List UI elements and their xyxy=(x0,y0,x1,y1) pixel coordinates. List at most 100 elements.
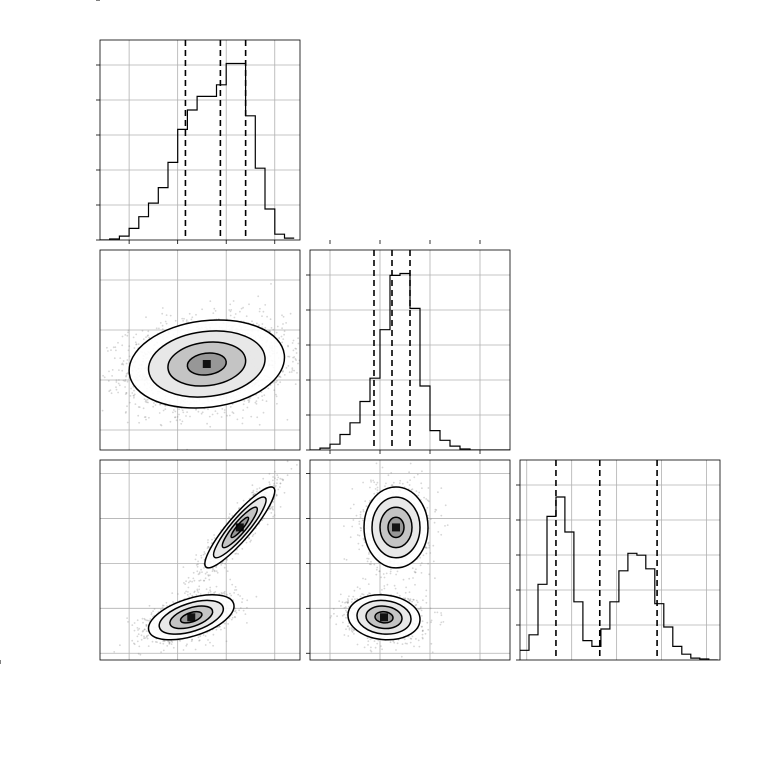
sample-point xyxy=(221,592,224,595)
sample-point xyxy=(133,347,136,349)
sample-point xyxy=(141,617,144,620)
sample-point xyxy=(215,570,218,572)
sample-point xyxy=(198,572,201,575)
sample-point xyxy=(285,322,287,324)
sample-point xyxy=(117,382,120,385)
sample-point xyxy=(234,313,237,315)
sample-point xyxy=(143,637,145,640)
sample-point xyxy=(197,410,200,413)
sample-point xyxy=(227,623,230,625)
sample-point xyxy=(114,346,117,349)
sample-point xyxy=(145,630,148,632)
sample-point xyxy=(286,418,289,421)
sample-point xyxy=(246,606,248,609)
sample-point xyxy=(268,330,270,332)
sample-point xyxy=(272,515,275,518)
sample-point xyxy=(172,411,174,414)
sample-point xyxy=(154,641,157,643)
sample-point xyxy=(174,319,177,322)
sample-point xyxy=(288,371,291,374)
sample-point xyxy=(147,401,149,404)
sample-point xyxy=(204,577,207,580)
sample-point xyxy=(182,411,185,414)
sample-point xyxy=(295,348,298,350)
sample-point xyxy=(218,625,221,628)
sample-point xyxy=(183,317,185,320)
sample-point xyxy=(256,416,259,419)
sample-point xyxy=(172,646,175,649)
sample-point xyxy=(169,420,172,423)
sample-point xyxy=(145,401,148,404)
sample-point xyxy=(261,323,264,325)
sample-point xyxy=(128,401,131,404)
sample-point xyxy=(248,303,250,306)
sample-point xyxy=(188,312,191,315)
sample-point xyxy=(290,371,293,373)
sample-point xyxy=(135,343,138,346)
sample-point xyxy=(196,588,199,591)
sample-point xyxy=(124,334,127,336)
sample-point xyxy=(215,585,218,588)
sample-point xyxy=(264,326,267,329)
sample-point xyxy=(223,411,226,414)
sample-point xyxy=(239,595,242,597)
sample-point xyxy=(302,349,304,351)
sample-point xyxy=(209,574,211,577)
sample-point xyxy=(261,315,263,317)
sample-point xyxy=(207,591,210,594)
sample-point xyxy=(91,413,93,415)
sample-point xyxy=(175,419,178,422)
sample-point xyxy=(133,643,136,646)
sample-point xyxy=(233,616,236,618)
sample-point xyxy=(283,333,285,336)
sample-point xyxy=(251,535,254,537)
sample-point xyxy=(182,649,185,651)
sample-point xyxy=(296,464,298,466)
sample-point xyxy=(255,400,258,402)
sample-point xyxy=(145,636,148,638)
sample-point xyxy=(191,638,194,641)
sample-point xyxy=(250,539,252,542)
sample-point xyxy=(135,333,138,336)
sample-point xyxy=(252,491,255,494)
sample-point xyxy=(161,312,164,315)
sample-point xyxy=(185,321,188,323)
sample-point xyxy=(185,415,187,417)
sample-point xyxy=(148,336,151,339)
sample-point xyxy=(291,369,294,371)
sample-point xyxy=(124,379,127,381)
contour-line xyxy=(186,352,227,376)
sample-point xyxy=(115,349,117,352)
sample-point xyxy=(261,395,263,398)
sample-point xyxy=(257,295,260,298)
sample-point xyxy=(145,624,148,627)
sample-point xyxy=(260,391,263,393)
sample-point xyxy=(49,366,51,368)
sample-point xyxy=(182,320,185,322)
sample-point xyxy=(258,324,260,327)
sample-point xyxy=(192,577,195,580)
sample-point xyxy=(263,394,266,397)
sample-point xyxy=(246,406,249,409)
sample-point xyxy=(168,641,171,644)
sample-point xyxy=(197,573,200,576)
sample-point xyxy=(271,505,274,508)
sample-point xyxy=(241,547,244,550)
sample-point xyxy=(191,316,194,319)
sample-point xyxy=(268,472,271,475)
sample-point xyxy=(193,579,196,582)
sample-point xyxy=(148,416,150,419)
sample-point xyxy=(276,380,278,382)
sample-point xyxy=(198,639,201,642)
sample-point xyxy=(145,336,147,338)
sample-point xyxy=(210,542,213,545)
sample-point xyxy=(185,580,188,583)
sample-point xyxy=(231,558,234,560)
sample-point xyxy=(115,379,118,382)
sample-point xyxy=(189,593,192,595)
sample-point xyxy=(213,307,216,310)
sample-point xyxy=(171,592,174,594)
sample-point xyxy=(133,642,135,645)
sample-point xyxy=(230,594,233,597)
sample-point xyxy=(145,316,147,319)
